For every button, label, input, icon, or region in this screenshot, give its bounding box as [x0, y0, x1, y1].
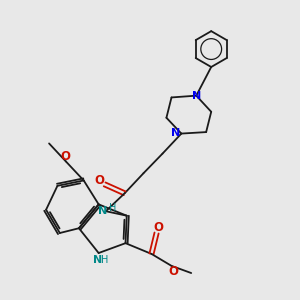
Text: N: N — [171, 128, 181, 138]
Text: N: N — [98, 206, 107, 216]
Text: H: H — [109, 203, 116, 213]
Text: H: H — [101, 255, 108, 265]
Text: N: N — [92, 255, 102, 265]
Text: N: N — [192, 91, 201, 101]
Text: O: O — [94, 174, 104, 187]
Text: O: O — [60, 150, 70, 164]
Text: O: O — [168, 265, 178, 278]
Text: O: O — [153, 221, 163, 234]
